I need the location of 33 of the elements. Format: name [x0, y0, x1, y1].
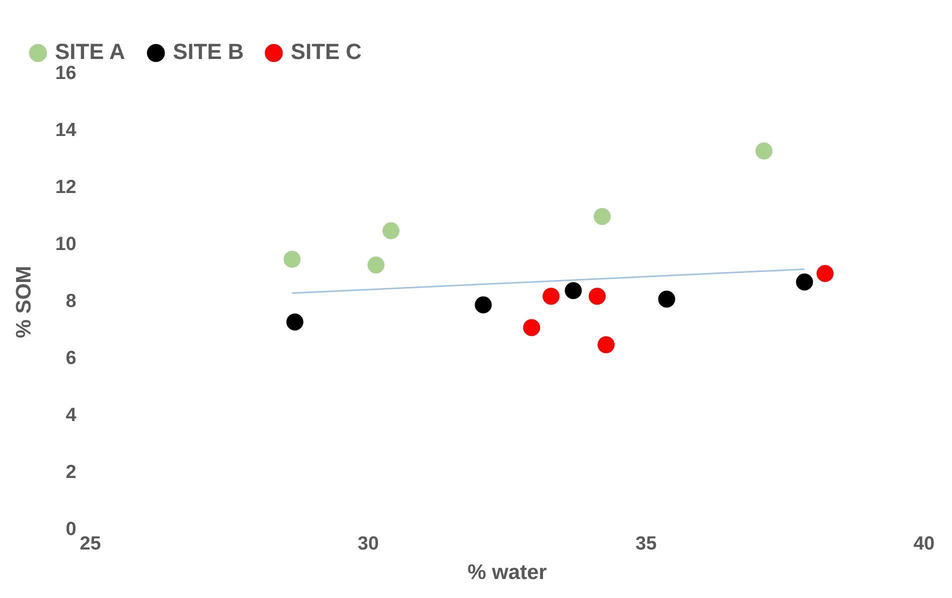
y-tick-label: 14	[55, 120, 77, 142]
y-tick-label: 2	[66, 462, 76, 484]
point	[284, 250, 301, 268]
x-tick-label: 35	[636, 534, 658, 555]
x-tick-label: 40	[913, 534, 935, 555]
point	[382, 222, 400, 240]
x-tick-label: 30	[358, 534, 379, 555]
y-tick-label: 10	[55, 234, 76, 256]
y-tick-label: 4	[66, 405, 77, 426]
y-tick-label: 8	[66, 291, 76, 312]
point	[542, 288, 560, 305]
y-axis-title: % SOM	[12, 266, 36, 338]
y-tick-label: 0	[66, 519, 76, 540]
y-tick-label: 12	[55, 177, 76, 198]
point	[755, 142, 772, 160]
point	[816, 265, 834, 282]
point	[658, 290, 676, 308]
legend-label: SITE C	[290, 39, 362, 64]
point	[368, 256, 385, 274]
legend-label: SITE A	[55, 39, 126, 64]
x-axis-title: % water	[467, 561, 547, 584]
point	[523, 319, 540, 336]
y-tick-label: 16	[55, 63, 76, 84]
y-tick-label: 6	[66, 348, 76, 370]
point	[594, 208, 611, 225]
point	[598, 336, 615, 354]
point	[474, 296, 492, 314]
point	[286, 313, 304, 330]
legend-label: SITE B	[172, 39, 244, 64]
point	[588, 288, 606, 305]
point	[796, 274, 814, 291]
point	[564, 282, 582, 300]
x-tick-label: 25	[80, 534, 102, 555]
